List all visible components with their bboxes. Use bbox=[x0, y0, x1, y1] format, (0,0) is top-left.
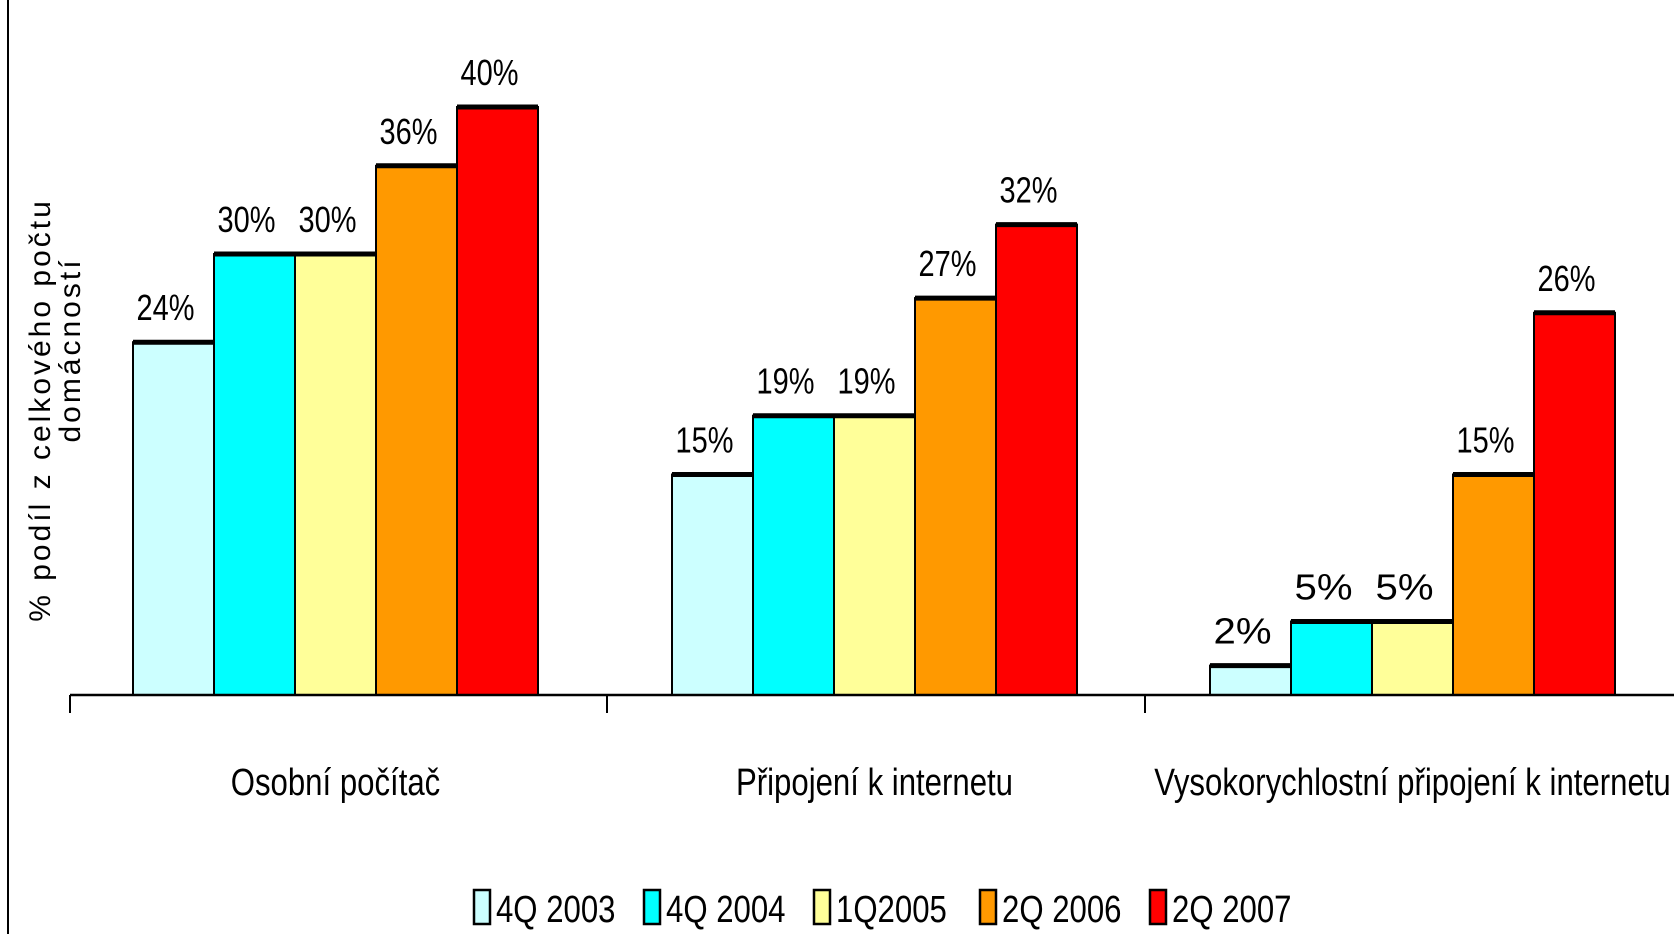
x-axis bbox=[69, 693, 1674, 713]
y-axis-title-line2: domácností bbox=[54, 257, 87, 442]
bar-5-cat-2 bbox=[995, 223, 1078, 696]
value-label-5-cat-2: 32% bbox=[1000, 170, 1058, 211]
bar-2-cat-2 bbox=[752, 414, 835, 696]
value-labels-group: 24% 30% 30% 36% 40% 15% 19% 19% 27% 32% 2% 5% 5% 15% 2… bbox=[137, 52, 1596, 652]
value-label-4-cat-1: 36% bbox=[380, 111, 438, 152]
category-label-3: Vysokorychlostní připojení k internetu bbox=[1154, 762, 1670, 804]
bar-3-cat-1 bbox=[294, 253, 377, 696]
bar-1-cat-2 bbox=[671, 473, 754, 696]
bar-4-cat-1 bbox=[375, 164, 458, 697]
value-label-1-cat-3: 2% bbox=[1214, 611, 1272, 652]
legend: 4Q 2003 4Q 2004 1Q2005 2Q 2006 2Q 2007 bbox=[472, 888, 1292, 931]
legend-label-5: 2Q 2007 bbox=[1172, 889, 1292, 931]
bar-4-cat-3 bbox=[1452, 473, 1535, 696]
value-label-4-cat-2: 27% bbox=[919, 243, 977, 284]
value-label-2-cat-2: 19% bbox=[757, 361, 815, 402]
bar-2-cat-3 bbox=[1290, 620, 1373, 696]
bar-4-cat-2 bbox=[914, 297, 997, 696]
legend-label-1: 4Q 2003 bbox=[496, 889, 616, 931]
legend-swatch-2 bbox=[642, 888, 662, 926]
y-axis-title: % podíl z celkového počtu domácností bbox=[24, 198, 87, 622]
legend-swatch-1 bbox=[472, 888, 492, 926]
category-label-2: Připojení k internetu bbox=[736, 762, 1013, 804]
legend-label-2: 4Q 2004 bbox=[666, 889, 786, 931]
value-label-5-cat-1: 40% bbox=[461, 52, 519, 93]
y-axis-title-line1: % podíl z celkového počtu bbox=[24, 198, 57, 622]
bar-1-cat-3 bbox=[1209, 664, 1292, 696]
category-labels-group: Osobní počítač Připojení k internetu Vysok… bbox=[231, 762, 1671, 804]
value-label-3-cat-3: 5% bbox=[1376, 567, 1434, 608]
legend-swatch-4 bbox=[978, 888, 998, 926]
bar-1-cat-1 bbox=[132, 341, 215, 696]
value-label-1-cat-2: 15% bbox=[676, 420, 734, 461]
bar-5-cat-3 bbox=[1533, 311, 1616, 696]
bar-3-cat-3 bbox=[1371, 620, 1454, 696]
value-label-3-cat-2: 19% bbox=[838, 361, 896, 402]
bar-3-cat-2 bbox=[833, 414, 916, 696]
bar-5-cat-1 bbox=[456, 106, 539, 696]
legend-swatch-5 bbox=[1148, 888, 1168, 926]
value-label-4-cat-3: 15% bbox=[1457, 420, 1515, 461]
value-label-2-cat-1: 30% bbox=[218, 199, 276, 240]
legend-label-4: 2Q 2006 bbox=[1002, 889, 1122, 931]
bar-2-cat-1 bbox=[213, 253, 296, 696]
value-label-3-cat-1: 30% bbox=[299, 199, 357, 240]
value-label-2-cat-3: 5% bbox=[1295, 567, 1353, 608]
legend-swatch-3 bbox=[812, 888, 832, 926]
category-label-1: Osobní počítač bbox=[231, 762, 441, 804]
bars-group bbox=[132, 104, 1616, 697]
legend-label-3: 1Q2005 bbox=[836, 889, 947, 931]
value-label-5-cat-3: 26% bbox=[1538, 258, 1596, 299]
value-label-1-cat-1: 24% bbox=[137, 287, 195, 328]
